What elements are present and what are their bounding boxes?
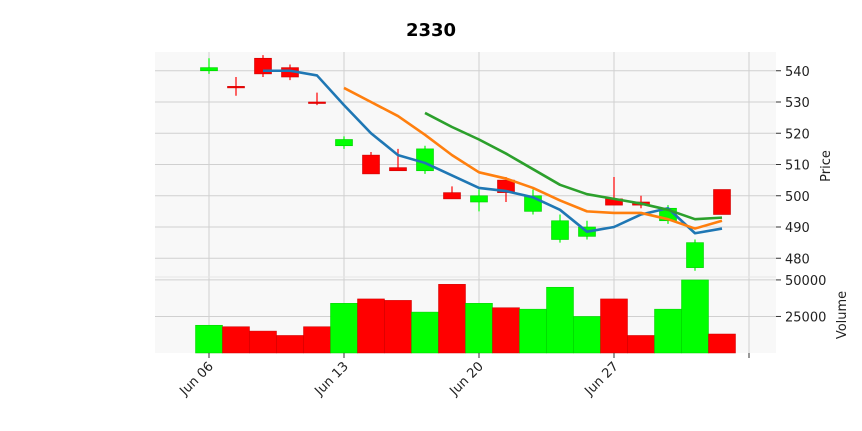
volume-tick-label: 25000 bbox=[785, 310, 826, 325]
volume-axis-label: Volume bbox=[835, 291, 850, 339]
volume-bar bbox=[276, 335, 304, 354]
candle bbox=[389, 148, 407, 172]
volume-bar bbox=[249, 330, 277, 354]
volume-bar bbox=[627, 335, 655, 354]
candle bbox=[362, 152, 380, 175]
price-tick-label: 500 bbox=[785, 190, 810, 205]
volume-tick-label: 50000 bbox=[785, 274, 826, 289]
ma20-line bbox=[424, 111, 723, 221]
volume-bars bbox=[195, 279, 736, 354]
volume-bar bbox=[222, 326, 250, 354]
candle-body bbox=[308, 101, 326, 104]
volume-bar bbox=[357, 298, 385, 354]
candle bbox=[470, 189, 488, 212]
volume-bar bbox=[384, 300, 412, 354]
candle-body bbox=[416, 148, 434, 172]
price-axis-label: Price bbox=[819, 150, 834, 182]
volume-bar bbox=[600, 298, 628, 354]
candle-body bbox=[200, 67, 218, 72]
candle-body bbox=[362, 154, 380, 175]
candle-body bbox=[335, 139, 353, 147]
candle-body bbox=[227, 86, 245, 89]
candle bbox=[227, 77, 245, 96]
x-tick-label: Jun 27 bbox=[582, 359, 622, 399]
candle bbox=[308, 92, 326, 106]
candle bbox=[443, 186, 461, 200]
candle-body bbox=[443, 192, 461, 200]
x-tick-label: Jun 13 bbox=[312, 359, 352, 399]
candle-body bbox=[389, 167, 407, 172]
volume-bar bbox=[654, 308, 682, 354]
candle bbox=[200, 58, 218, 74]
x-tick-label: Jun 20 bbox=[447, 359, 487, 399]
ma10-line bbox=[343, 86, 723, 230]
price-tick-label: 540 bbox=[785, 65, 810, 80]
price-tick-label: 530 bbox=[785, 96, 810, 111]
volume-bar bbox=[708, 333, 736, 354]
candle-body bbox=[686, 242, 704, 268]
candle-body bbox=[470, 195, 488, 203]
volume-bar bbox=[573, 316, 601, 354]
chart-title: 2330 bbox=[406, 20, 456, 41]
candle-body bbox=[551, 220, 569, 240]
price-tick-label: 480 bbox=[785, 252, 810, 267]
candle bbox=[713, 189, 731, 215]
volume-bar bbox=[492, 307, 520, 354]
volume-bar bbox=[465, 303, 493, 354]
candle-body bbox=[713, 189, 731, 215]
volume-bar bbox=[681, 279, 709, 354]
candle bbox=[416, 145, 434, 174]
candle bbox=[254, 55, 272, 77]
candle bbox=[551, 214, 569, 243]
price-tick-label: 520 bbox=[785, 127, 810, 142]
moving-average-lines bbox=[263, 69, 723, 235]
x-tick-label: Jun 06 bbox=[177, 359, 217, 399]
candle bbox=[686, 239, 704, 271]
price-tick-label: 510 bbox=[785, 159, 810, 174]
volume-bar bbox=[303, 326, 331, 354]
volume-bar bbox=[330, 303, 358, 354]
candle bbox=[335, 136, 353, 149]
price-tick-label: 490 bbox=[785, 221, 810, 236]
volume-bar bbox=[546, 286, 574, 354]
volume-bar bbox=[195, 324, 223, 354]
volume-bar bbox=[438, 284, 466, 354]
volume-bar bbox=[411, 311, 439, 354]
volume-bar bbox=[519, 308, 547, 354]
